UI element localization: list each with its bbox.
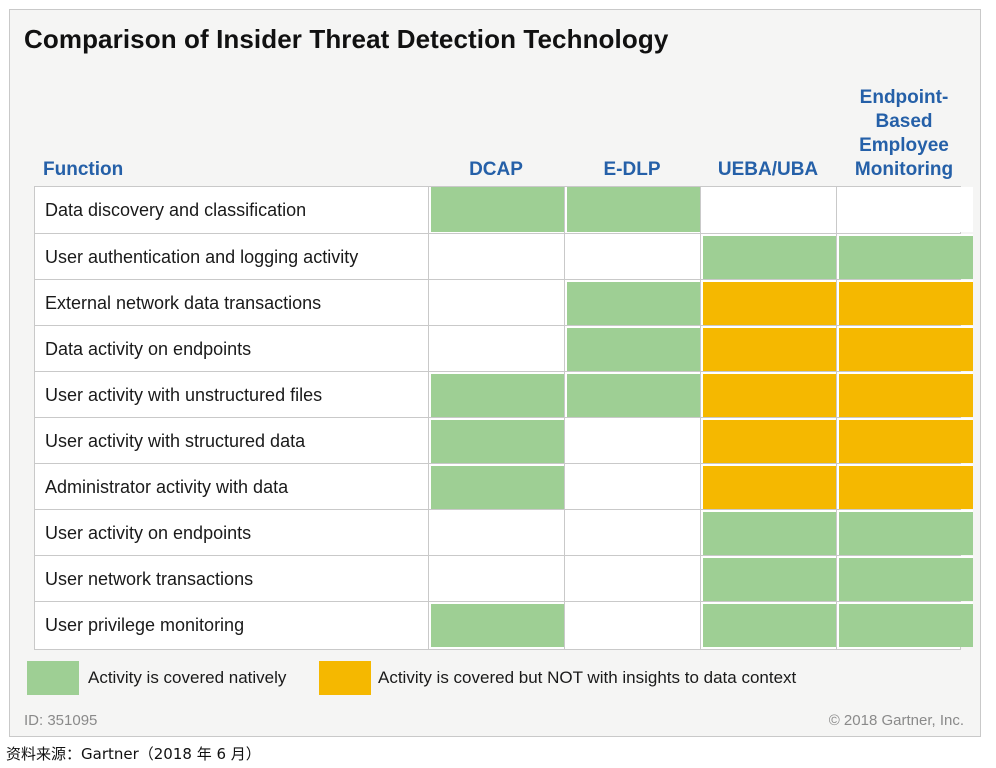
cell-partial [701,464,837,509]
column-header-0: DCAP [428,158,564,182]
cell-native [837,234,973,279]
cell-native [701,510,837,555]
source-note: 资料来源：Gartner（2018 年 6 月） [6,745,261,763]
table-row: User activity with unstructured files [35,371,973,417]
cell-none [565,510,701,555]
legend-swatch-partial [319,661,371,695]
cell-partial [701,326,837,371]
column-header-line: DCAP [469,159,523,180]
cell-partial [837,372,973,417]
table-row: External network data transactions [35,279,973,325]
cell-none [565,418,701,463]
row-label: User network transactions [45,569,254,589]
row-label: User activity with unstructured files [45,385,323,405]
footer-id: ID: 351095 [24,712,98,729]
row-label: Data activity on endpoints [45,339,252,359]
row-label: Data discovery and classification [45,200,307,220]
row-label: User activity on endpoints [45,523,252,543]
column-header-line: Endpoint- [859,87,949,108]
cell-native [701,602,837,647]
table-row: Data activity on endpoints [35,325,973,371]
cell-native [429,418,565,463]
column-header-1: E-DLP [564,158,700,182]
row-label: User activity with structured data [45,431,306,451]
cell-partial [701,280,837,325]
table-row: Administrator activity with data [35,463,973,509]
cell-none [565,234,701,279]
footer-copyright: © 2018 Gartner, Inc. [828,712,964,729]
table-row: User activity with structured data [35,417,973,463]
row-header: Function [43,159,124,180]
cell-partial [701,418,837,463]
legend-label-partial: Activity is covered but NOT with insight… [378,668,797,687]
table-row: User activity on endpoints [35,509,973,555]
cell-none [701,187,837,232]
table-row: User privilege monitoring [35,601,973,647]
cell-none [429,280,565,325]
cell-none [429,326,565,371]
cell-native [837,556,973,601]
cell-none [837,187,973,232]
legend-swatch-native [27,661,79,695]
cell-native [565,187,701,232]
grid-line [428,187,429,649]
chart-panel: Comparison of Insider Threat Detection T… [9,9,981,737]
cell-none [565,556,701,601]
cell-none [429,234,565,279]
column-header-3: Endpoint- Based Employee Monitoring [836,86,972,182]
cell-native [429,464,565,509]
table-row: User authentication and logging activity [35,233,973,279]
grid-line [700,187,701,649]
column-header-line: UEBA/UBA [717,159,819,180]
cell-partial [701,372,837,417]
cell-native [429,602,565,647]
cell-none [565,602,701,647]
cell-native [701,234,837,279]
cell-native [565,326,701,371]
cell-native [837,510,973,555]
cell-native [701,556,837,601]
cell-partial [837,418,973,463]
cell-partial [837,280,973,325]
cell-native [837,602,973,647]
column-header-line: Based [875,111,933,132]
legend-label-native: Activity is covered natively [88,668,287,687]
cell-none [429,556,565,601]
cell-native [565,280,701,325]
column-header-line: Employee [859,135,949,156]
column-header-line: Monitoring [854,159,954,180]
chart-title: Comparison of Insider Threat Detection T… [24,24,669,54]
cell-native [429,372,565,417]
cell-none [565,464,701,509]
table-row: Data discovery and classification [35,187,973,233]
cell-partial [837,326,973,371]
column-header-2: UEBA/UBA [700,158,836,182]
table-row: User network transactions [35,555,973,601]
cell-native [565,372,701,417]
column-header-line: E-DLP [603,159,661,180]
row-label: User authentication and logging activity [45,247,359,267]
row-label: Administrator activity with data [45,477,289,497]
row-label: External network data transactions [45,293,322,313]
cell-partial [837,464,973,509]
comparison-table: Data discovery and classification User au… [34,186,973,650]
cell-native [429,187,565,232]
cell-none [429,510,565,555]
row-label: User privilege monitoring [45,615,245,635]
grid-line [564,187,565,649]
grid-line [836,187,837,649]
